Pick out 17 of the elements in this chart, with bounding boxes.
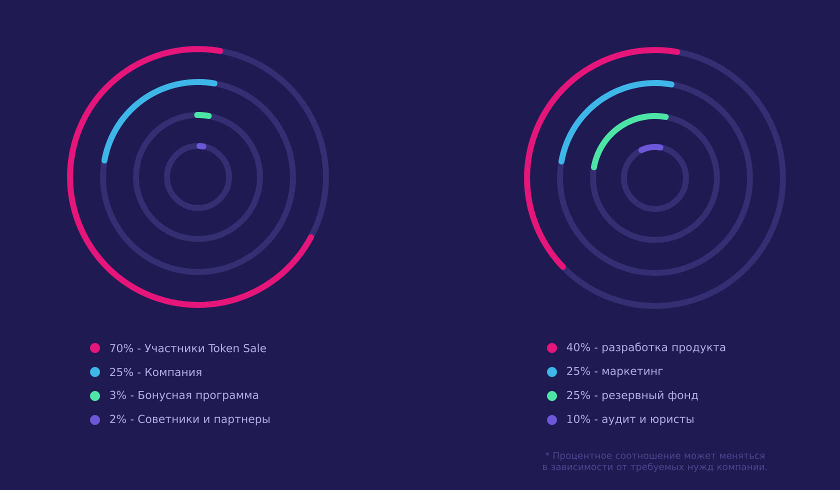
data-label: 25% <box>567 390 590 400</box>
category-label: - Участники Token Sale <box>138 344 266 352</box>
category-label: - разработка продукта <box>594 342 726 354</box>
data-label: 10% <box>567 414 590 424</box>
category-label: - аудит и юристы <box>594 416 694 426</box>
data-label: 25% <box>110 368 134 376</box>
category-label: - Бонусная программа <box>130 390 258 402</box>
data-label: 70% <box>110 344 134 352</box>
text: * Процентное соотношение может меняться в зависимости от требуемых нужд компании. <box>543 452 767 472</box>
category-label: - Советники и партнеры <box>130 414 270 426</box>
data-label: 25% <box>567 366 590 376</box>
data-label: 2% <box>110 414 126 424</box>
category-label: - Компания <box>138 368 202 376</box>
data-label: 3% <box>110 390 126 400</box>
category-label: - резервный фонд <box>594 390 698 402</box>
category-label: - маркетинг <box>594 368 663 378</box>
data-label: 40% <box>566 342 590 352</box>
